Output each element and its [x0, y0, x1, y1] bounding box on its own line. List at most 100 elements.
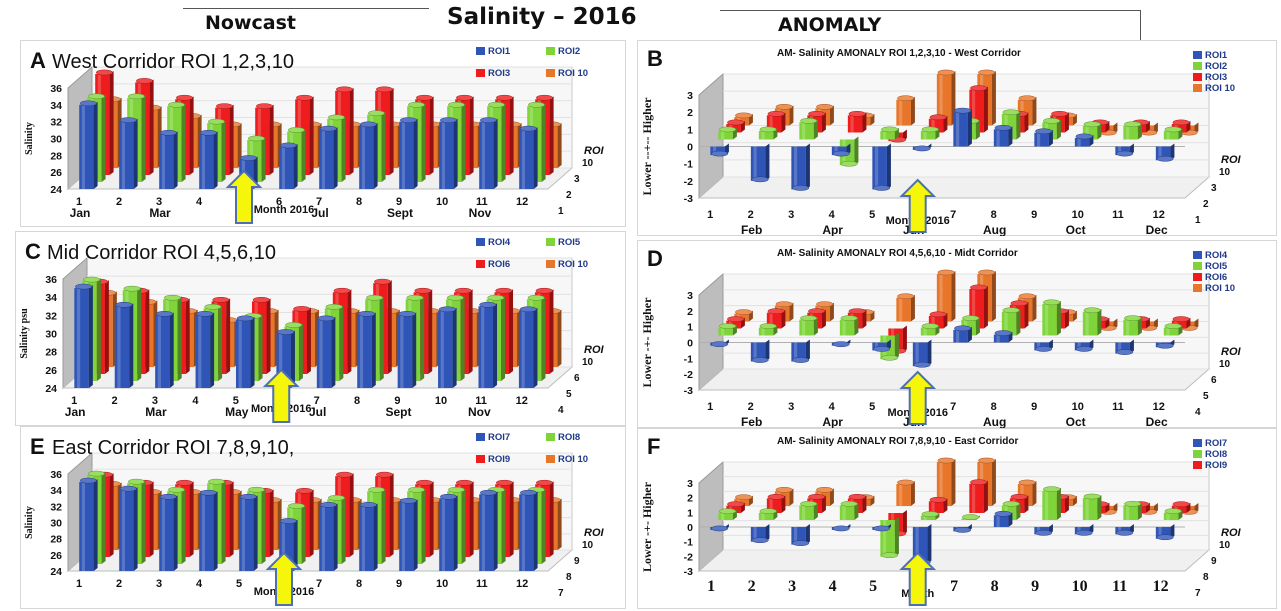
bar-roi4-3 — [155, 310, 174, 388]
bar-cap — [295, 94, 313, 101]
chart-a-svg: 24262830323436123456789101112JanMarJulSe… — [20, 40, 626, 227]
bar-highlight — [81, 482, 85, 571]
bar-front — [993, 334, 1009, 343]
bar-roi4-5 — [235, 315, 255, 388]
highlight-arrow-icon — [225, 169, 263, 224]
bar-cap — [962, 514, 980, 520]
bar-cap — [87, 93, 105, 100]
bar-cap — [1043, 299, 1061, 306]
bar-side — [469, 481, 474, 557]
bar-side — [493, 118, 498, 189]
bar-cap — [287, 127, 305, 133]
month-label: Jan — [65, 405, 86, 419]
bar-roi8-5 — [880, 517, 899, 559]
bar-side — [1024, 112, 1029, 133]
bar-cap — [1156, 534, 1174, 541]
month-label: Nov — [468, 405, 491, 419]
depth-label: 6 — [574, 373, 580, 384]
bar-cap — [775, 301, 793, 308]
bar-cap — [495, 94, 513, 101]
bar-cap — [937, 69, 955, 76]
bar-highlight — [157, 315, 161, 388]
bar-roi8-2 — [758, 508, 778, 520]
bar-highlight — [769, 312, 773, 329]
bar-side — [429, 481, 434, 557]
bar-cap — [1156, 155, 1174, 162]
bar-side — [306, 307, 311, 374]
x-tick-label: 1 — [707, 578, 715, 595]
bar-cap — [978, 457, 996, 464]
panel-frame — [15, 231, 626, 426]
bar-cap — [848, 110, 866, 117]
x-tick-label: 4 — [196, 196, 203, 208]
bar-cap — [123, 285, 141, 292]
bar-highlight — [400, 315, 404, 388]
bar-front — [872, 146, 887, 190]
bar-cap — [727, 316, 745, 322]
bar-side — [509, 289, 514, 374]
bar-cap — [848, 493, 866, 500]
x-tick-label: 9 — [1031, 209, 1037, 221]
bar-highlight — [281, 522, 285, 571]
bar-cap — [808, 110, 826, 117]
highlight-arrow-icon — [262, 368, 300, 423]
bar-roi5-8 — [1001, 307, 1021, 336]
x-tick-label: 11 — [1112, 401, 1124, 413]
y-tick-label: 26 — [50, 550, 62, 562]
x-tick-label: 11 — [476, 196, 488, 208]
bar-roi4-8 — [993, 330, 1013, 343]
legend-label: ROI4 — [1205, 250, 1228, 261]
bar-front — [920, 327, 936, 336]
bar-front — [993, 129, 1009, 147]
x-tick-label: 11 — [1112, 209, 1124, 221]
y-tick-label: 32 — [50, 117, 62, 129]
bar-cap — [1083, 493, 1101, 500]
bar-roi9-6 — [928, 496, 948, 513]
month-label: Mar — [149, 206, 171, 220]
bar-side — [1032, 96, 1037, 126]
bar-side — [501, 296, 506, 381]
bar-cap — [719, 508, 737, 515]
x-tick-label: 8 — [354, 395, 360, 407]
bar-side — [250, 316, 255, 388]
bar-cap — [921, 323, 939, 329]
month-label: Feb — [741, 223, 762, 236]
bar-side — [379, 296, 384, 381]
bar-front — [953, 329, 968, 343]
bar-cap — [1116, 529, 1134, 536]
bar-side — [129, 303, 134, 388]
bar-roi4-1 — [74, 283, 93, 388]
bar-front — [750, 146, 766, 181]
bar-front — [1082, 311, 1098, 336]
month-label: Jul — [311, 206, 328, 220]
bar-cap — [937, 269, 955, 276]
bar-front — [758, 327, 774, 336]
bar-front — [359, 125, 374, 189]
bar-roi1-9 — [399, 117, 418, 189]
x-tick-label: 11 — [1112, 578, 1127, 595]
legend-swatch — [476, 260, 485, 268]
bar-front — [758, 512, 774, 520]
bar-roi4-7 — [316, 315, 336, 388]
bar-side — [829, 302, 834, 322]
bar-side — [991, 71, 996, 126]
bar-cap — [367, 110, 385, 117]
bar-side — [781, 495, 786, 513]
bar-roi1-5 — [872, 143, 891, 191]
x-tick-label: 9 — [1031, 578, 1039, 595]
panel-letter: D — [647, 246, 663, 271]
bar-cap — [978, 69, 996, 76]
legend-swatch — [476, 238, 485, 246]
bar-front — [235, 319, 251, 388]
bar-cap — [159, 493, 177, 500]
bar-side — [104, 280, 109, 374]
bar-side — [101, 94, 106, 182]
bar-highlight — [842, 505, 846, 520]
bar-cap — [994, 124, 1012, 131]
bar-side — [261, 488, 266, 564]
bar-side — [983, 480, 988, 513]
bar-side — [293, 519, 298, 571]
bar-cap — [873, 346, 891, 352]
bar-cap — [325, 303, 343, 310]
bar-highlight — [753, 527, 757, 542]
